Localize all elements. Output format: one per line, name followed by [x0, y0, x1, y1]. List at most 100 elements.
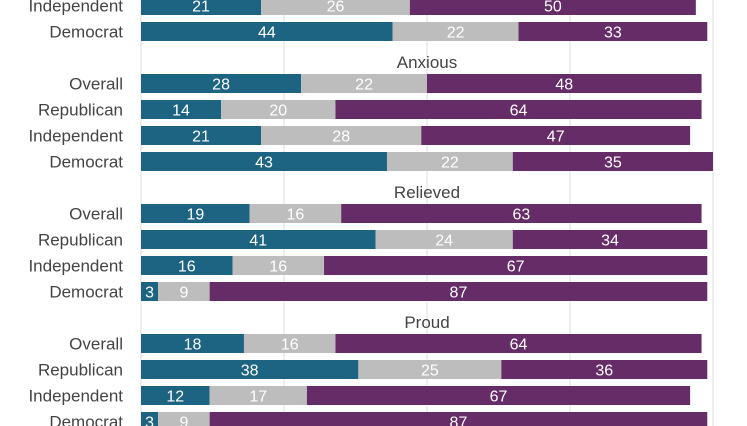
bar-segment: [306, 386, 691, 405]
bar-value-label: 38: [241, 363, 259, 380]
bar-segment: [141, 126, 262, 145]
row-label: Democrat: [49, 153, 123, 172]
bar-value-label: 20: [269, 103, 287, 120]
bar-value-label: 35: [604, 155, 622, 172]
bar-value-label: 22: [355, 77, 373, 94]
bar-segment: [335, 334, 702, 353]
bar-segment: [386, 152, 513, 171]
bar-segment: [141, 74, 302, 93]
bar-value-label: 87: [450, 285, 468, 302]
row-label: Democrat: [49, 283, 123, 302]
bar-value-label: 44: [258, 25, 276, 42]
bar-value-label: 25: [421, 363, 439, 380]
bar-value-label: 63: [512, 207, 530, 224]
bar-segment: [141, 204, 250, 223]
bar-value-label: 43: [255, 155, 273, 172]
bar-segment: [141, 282, 159, 301]
bar-value-label: 28: [332, 129, 350, 146]
bar-value-label: 67: [507, 259, 525, 276]
bar-segment: [341, 204, 702, 223]
bar-value-label: 12: [166, 389, 184, 406]
bar-value-label: 3: [145, 285, 154, 302]
row-label: Republican: [38, 231, 123, 250]
bar-segment: [375, 230, 513, 249]
group-title: Proud: [404, 313, 449, 332]
bar-segment: [209, 386, 307, 405]
row-label: Independent: [28, 387, 123, 406]
bar-segment: [518, 22, 708, 41]
bar-value-label: 50: [544, 0, 562, 16]
bar-segment: [141, 386, 210, 405]
bar-segment: [243, 334, 336, 353]
bar-segment: [141, 360, 359, 379]
bar-segment: [512, 230, 708, 249]
bar-value-label: 16: [269, 259, 287, 276]
bar-value-label: 28: [212, 77, 230, 94]
bar-value-label: 87: [450, 415, 468, 426]
bar-value-label: 16: [287, 207, 305, 224]
bar-value-label: 3: [145, 415, 154, 426]
bar-segment: [358, 360, 502, 379]
bar-value-label: 19: [186, 207, 204, 224]
bar-value-label: 9: [179, 415, 188, 426]
bar-value-label: 34: [601, 233, 619, 250]
bar-segment: [427, 74, 702, 93]
bar-value-label: 47: [547, 129, 565, 146]
bar-segment: [421, 126, 691, 145]
bar-value-label: 41: [249, 233, 267, 250]
bar-value-label: 26: [327, 0, 345, 16]
bar-segment: [141, 0, 262, 15]
group-title: Relieved: [394, 183, 460, 202]
bar-segment: [335, 100, 702, 119]
bar-segment: [209, 412, 708, 426]
bar-segment: [141, 152, 387, 171]
bar-value-label: 17: [249, 389, 267, 406]
bar-segment: [409, 0, 696, 15]
bar-segment: [301, 74, 427, 93]
row-label: Overall: [69, 75, 123, 94]
bar-segment: [141, 230, 376, 249]
bar-segment: [141, 100, 222, 119]
group-title: Anxious: [397, 53, 457, 72]
bar-segment: [158, 412, 210, 426]
bar-segment: [392, 22, 519, 41]
bar-segment: [221, 100, 336, 119]
row-label: Republican: [38, 101, 123, 120]
row-label: Overall: [69, 335, 123, 354]
bar-value-label: 64: [510, 337, 528, 354]
row-label: Democrat: [49, 413, 123, 426]
bar-value-label: 21: [192, 129, 210, 146]
bar-segment: [324, 256, 708, 275]
bar-segment: [249, 204, 342, 223]
bar-segment: [512, 152, 713, 171]
bar-segment: [261, 0, 410, 15]
row-label: Independent: [28, 257, 123, 276]
bar-segment: [141, 22, 393, 41]
bar-segment: [501, 360, 708, 379]
bar-value-label: 22: [441, 155, 459, 172]
bar-value-label: 48: [555, 77, 573, 94]
row-label: Overall: [69, 205, 123, 224]
bar-value-label: 67: [490, 389, 508, 406]
bar-value-label: 36: [595, 363, 613, 380]
bar-value-label: 21: [192, 0, 210, 16]
bar-value-label: 33: [604, 25, 622, 42]
bar-segment: [141, 412, 159, 426]
row-label: Independent: [28, 0, 123, 16]
bar-segment: [141, 256, 233, 275]
row-label: Republican: [38, 361, 123, 380]
bar-value-label: 14: [172, 103, 190, 120]
row-label: Independent: [28, 127, 123, 146]
bar-value-label: 64: [510, 103, 528, 120]
bar-value-label: 24: [435, 233, 453, 250]
bar-segment: [158, 282, 210, 301]
bar-segment: [141, 334, 244, 353]
bar-value-label: 16: [281, 337, 299, 354]
bar-segment: [209, 282, 708, 301]
bar-segment: [261, 126, 422, 145]
bar-value-label: 22: [447, 25, 465, 42]
bar-segment: [232, 256, 325, 275]
bar-value-label: 16: [178, 259, 196, 276]
